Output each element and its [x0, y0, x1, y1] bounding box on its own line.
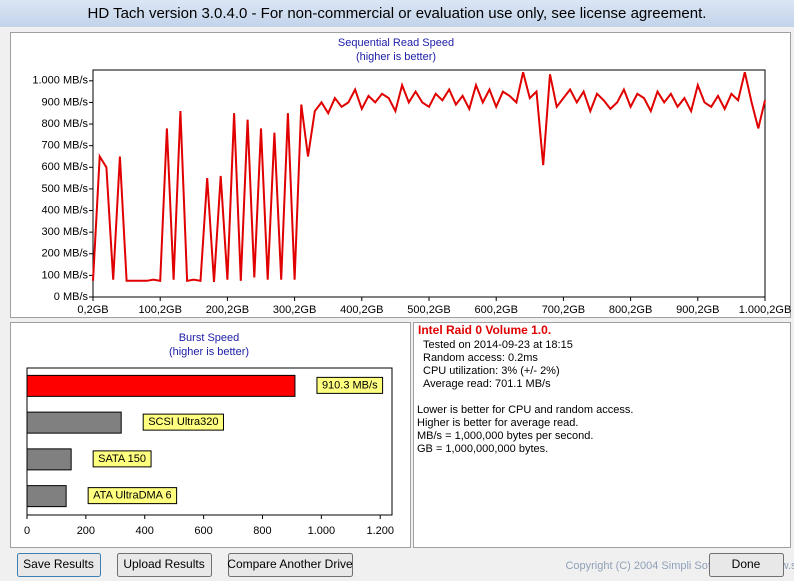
plot-frame [26, 367, 393, 516]
y-tick-label: 200 MB/s [42, 248, 89, 260]
x-tick-label: 200,2GB [206, 304, 249, 316]
bar-label-box [87, 487, 178, 505]
x-tick-label: 100,2GB [138, 304, 181, 316]
y-tick-label: 100 MB/s [42, 269, 89, 281]
bar-label: ATA UltraDMA 6 [93, 490, 171, 502]
x-tick-label: 800 [253, 525, 271, 537]
bar-label-box [316, 376, 384, 394]
title-bar [0, 0, 794, 27]
info-panel [413, 322, 791, 548]
read-speed-line [92, 71, 766, 282]
x-tick-label: 0,2GB [77, 304, 108, 316]
x-tick-label: 600 [194, 525, 212, 537]
button-face[interactable] [17, 553, 101, 577]
drive-name: Intel Raid 0 Volume 1.0. [418, 323, 551, 337]
bar-label: SATA 150 [98, 453, 146, 465]
chart-title: Sequential Read Speed [338, 37, 454, 49]
burst-panel [10, 322, 411, 548]
x-tick-label: 0 [24, 525, 30, 537]
chart-title: Burst Speed [179, 332, 240, 344]
info-line: Average read: 701.1 MB/s [423, 378, 551, 390]
x-tick-label: 500,2GB [407, 304, 450, 316]
info-note: MB/s = 1,000,000 bytes per second. [417, 430, 593, 442]
info-note: GB = 1,000,000,000 bytes. [417, 443, 548, 455]
x-tick-label: 1.000 [308, 525, 336, 537]
info-note: Lower is better for CPU and random acces… [417, 404, 633, 416]
y-tick-label: 400 MB/s [42, 204, 89, 216]
button-label[interactable]: Upload Results [123, 557, 204, 571]
bar [26, 485, 67, 508]
y-tick-label: 1.000 MB/s [32, 75, 88, 87]
chart-subtitle: (higher is better) [169, 346, 249, 358]
y-tick-label: 900 MB/s [42, 96, 89, 108]
button-face[interactable] [117, 553, 212, 577]
x-tick-label: 1.000,2GB [739, 304, 792, 316]
bar-label-box [142, 413, 225, 431]
info-line: CPU utilization: 3% (+/- 2%) [423, 365, 560, 377]
bar-label: 910.3 MB/s [322, 379, 378, 391]
info-line: Tested on 2014-09-23 at 18:15 [423, 339, 573, 351]
bar [26, 411, 122, 434]
x-tick-label: 300,2GB [273, 304, 316, 316]
button-label[interactable]: Save Results [23, 557, 94, 571]
info-line: Random access: 0.2ms [423, 352, 538, 364]
y-tick-label: 600 MB/s [42, 161, 89, 173]
y-tick-label: 800 MB/s [42, 118, 89, 130]
y-tick-label: 500 MB/s [42, 183, 89, 195]
y-tick-label: 300 MB/s [42, 226, 89, 238]
y-tick-label: 700 MB/s [42, 140, 89, 152]
bar-label-box [92, 450, 152, 468]
button[interactable]: Compare Another Drive [227, 553, 353, 577]
button-face[interactable] [709, 553, 784, 577]
bar [26, 448, 72, 471]
x-tick-label: 800,2GB [609, 304, 652, 316]
button[interactable]: Upload Results [117, 553, 212, 577]
info-note: Higher is better for average read. [417, 417, 578, 429]
button-face[interactable] [228, 553, 353, 577]
button-label[interactable]: Done [732, 557, 761, 571]
window-title: HD Tach version 3.0.4.0 - For non-commer… [88, 5, 707, 22]
x-tick-label: 400 [136, 525, 154, 537]
bar [26, 374, 296, 397]
bar-label: SCSI Ultra320 [148, 416, 218, 428]
button[interactable]: Done [709, 553, 784, 577]
x-tick-label: 1.200 [366, 525, 394, 537]
x-tick-label: 200 [77, 525, 95, 537]
chart-subtitle: (higher is better) [356, 51, 436, 63]
x-tick-label: 900,2GB [676, 304, 719, 316]
x-tick-label: 400,2GB [340, 304, 383, 316]
button[interactable]: Save Results [17, 553, 101, 577]
x-tick-label: 600,2GB [474, 304, 517, 316]
x-tick-label: 700,2GB [542, 304, 585, 316]
button-label[interactable]: Compare Another Drive [227, 557, 353, 571]
read-panel [10, 32, 791, 318]
y-tick-label: 0 MB/s [54, 291, 89, 303]
